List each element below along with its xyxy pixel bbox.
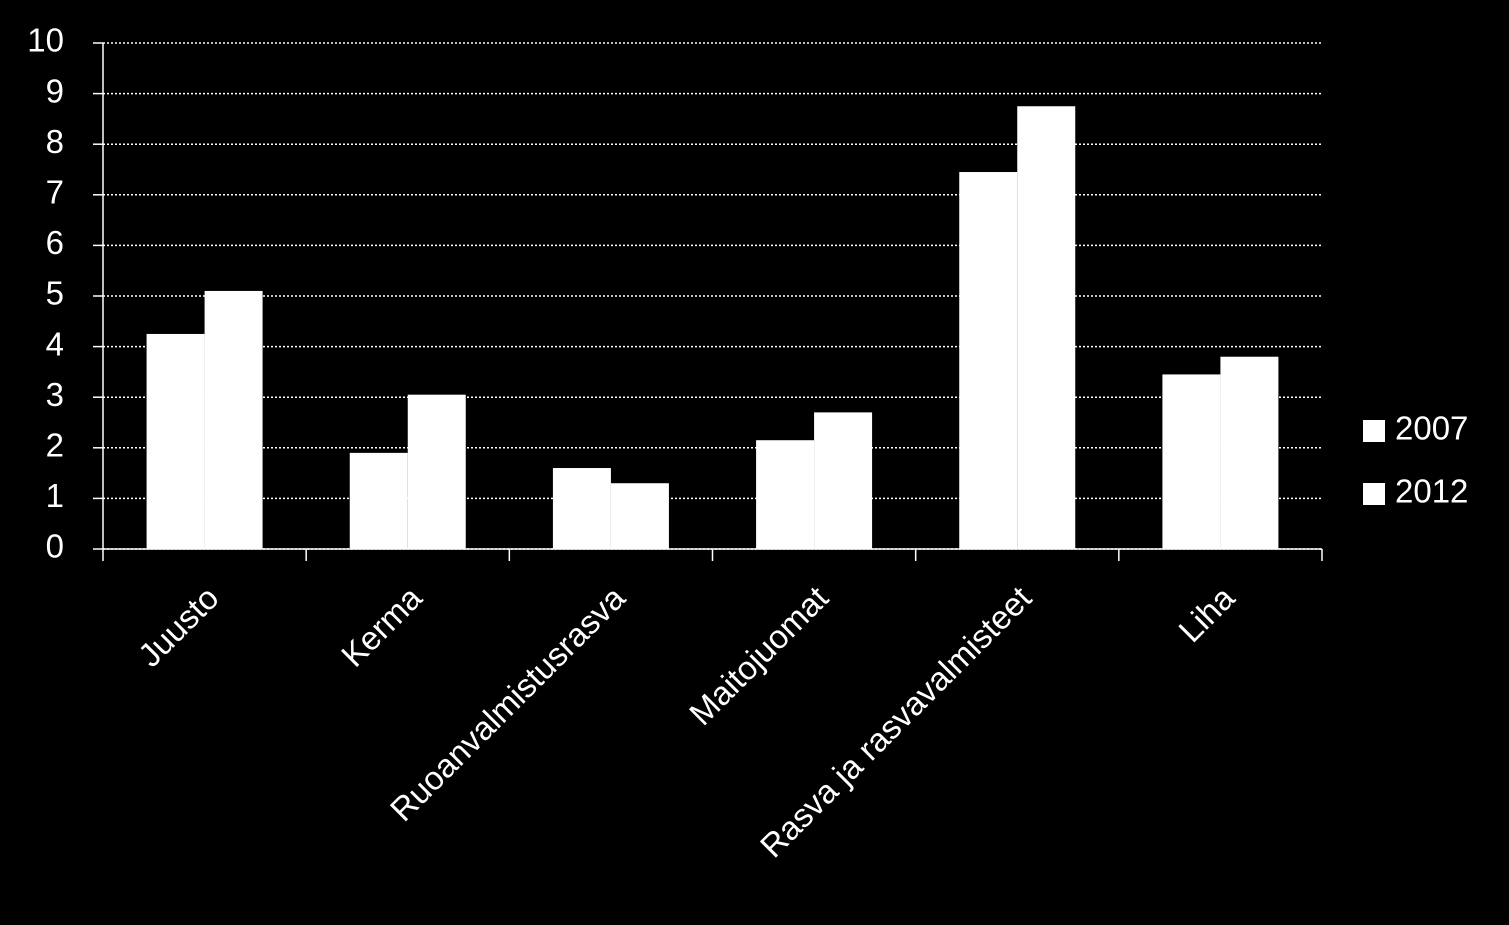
- bar: [959, 172, 1018, 549]
- bar: [1017, 106, 1076, 549]
- legend-label: 2007: [1395, 410, 1468, 447]
- bar: [407, 394, 466, 549]
- y-tick-label: 0: [46, 528, 64, 565]
- bar: [204, 290, 263, 549]
- y-tick-label: 4: [46, 325, 64, 362]
- y-tick-label: 5: [46, 275, 64, 312]
- x-tick-label: Maitojuomat: [682, 579, 835, 732]
- x-tick-label: Juusto: [131, 579, 226, 674]
- y-tick-label: 2: [46, 427, 64, 464]
- y-tick-label: 8: [46, 123, 64, 160]
- x-tick-label: Kerma: [334, 578, 429, 673]
- bar: [756, 440, 815, 549]
- y-tick-label: 6: [46, 224, 64, 261]
- legend-swatch: [1363, 420, 1385, 442]
- x-tick-label: Ruoanvalmistusrasva: [383, 578, 633, 828]
- bar: [1220, 356, 1279, 549]
- bar: [610, 483, 669, 549]
- y-tick-label: 7: [46, 174, 64, 211]
- bar: [146, 333, 205, 549]
- y-tick-label: 3: [46, 376, 64, 413]
- bar: [552, 468, 611, 549]
- bar: [349, 452, 408, 549]
- legend-swatch: [1363, 483, 1385, 505]
- bar: [1162, 374, 1221, 549]
- y-tick-label: 9: [46, 72, 64, 109]
- legend-label: 2012: [1395, 473, 1468, 510]
- x-tick-label: Liha: [1171, 578, 1242, 649]
- bar: [814, 412, 873, 549]
- y-tick-label: 1: [46, 477, 64, 514]
- y-tick-label: 10: [27, 22, 64, 59]
